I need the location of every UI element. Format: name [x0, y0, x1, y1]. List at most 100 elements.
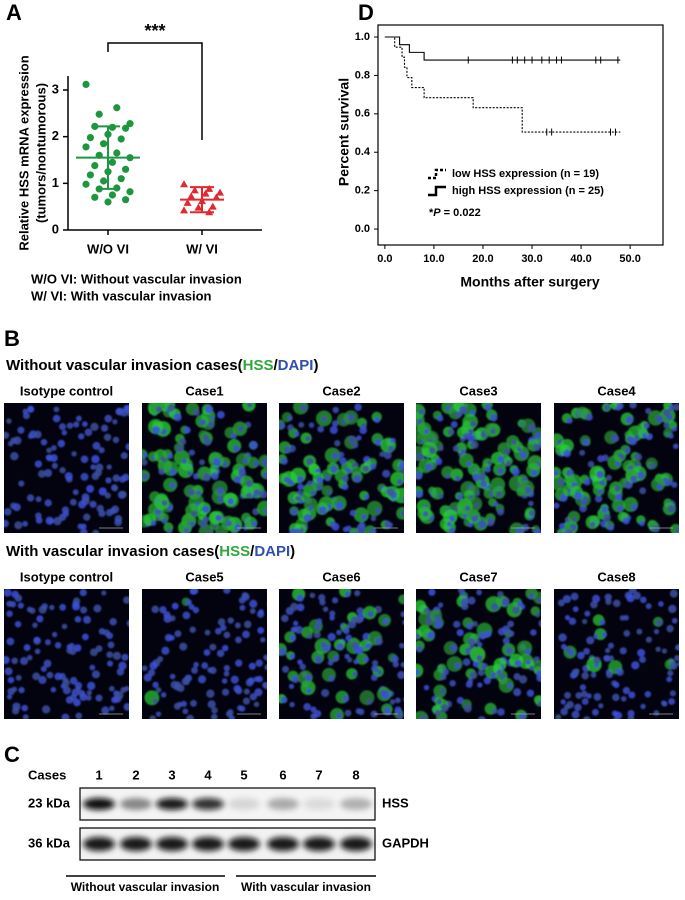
- point: [108, 158, 116, 166]
- nucleus: [612, 599, 621, 608]
- y-axis-label: Percent survival: [336, 78, 352, 186]
- nucleus: [66, 422, 74, 429]
- nucleus: [98, 628, 106, 635]
- nucleus: [44, 499, 52, 507]
- nucleus: [470, 440, 479, 449]
- nucleus: [186, 471, 193, 477]
- nucleus: [112, 474, 121, 482]
- point: [183, 198, 192, 206]
- nucleus: [626, 435, 633, 442]
- nucleus: [223, 631, 231, 639]
- nucleus: [288, 683, 295, 690]
- nucleus: [390, 437, 396, 444]
- nucleus: [280, 696, 288, 704]
- nucleus: [257, 626, 265, 634]
- nucleus: [190, 510, 197, 518]
- nucleus: [563, 449, 572, 458]
- nucleus: [163, 611, 171, 619]
- nucleus: [581, 698, 589, 705]
- nucleus: [46, 447, 52, 454]
- nucleus: [436, 699, 443, 705]
- nucleus: [445, 473, 451, 479]
- panel-label: C: [4, 742, 20, 767]
- nucleus: [554, 470, 559, 477]
- nucleus: [505, 460, 512, 467]
- x-axis-label: Months after surgery: [460, 274, 599, 290]
- nucleus: [580, 690, 588, 698]
- nucleus: [674, 654, 679, 662]
- nucleus: [59, 603, 67, 611]
- nucleus: [422, 510, 429, 517]
- nucleus: [476, 589, 482, 596]
- nucleus: [253, 701, 260, 708]
- nucleus: [190, 699, 197, 707]
- nucleus: [616, 505, 624, 513]
- nucleus: [567, 531, 574, 533]
- nucleus: [626, 594, 635, 603]
- nucleus: [185, 599, 192, 606]
- nucleus: [310, 490, 317, 497]
- nucleus: [89, 648, 98, 657]
- nucleus: [471, 515, 479, 523]
- nucleus: [296, 475, 304, 483]
- nucleus: [571, 710, 580, 719]
- nucleus: [191, 666, 199, 674]
- nucleus: [232, 444, 240, 453]
- nucleus: [466, 622, 474, 630]
- nucleus: [558, 633, 567, 642]
- nucleus: [434, 709, 442, 717]
- nucleus: [4, 519, 9, 528]
- lane-label: 1: [95, 767, 102, 782]
- nucleus: [22, 714, 29, 719]
- nucleus: [279, 421, 286, 430]
- nucleus: [653, 710, 660, 716]
- nucleus: [631, 661, 640, 670]
- nucleus: [601, 505, 609, 514]
- y-axis-label: Relative HSS mRNA expression: [16, 55, 31, 250]
- nucleus: [23, 644, 31, 652]
- nucleus: [303, 703, 311, 711]
- nucleus: [101, 590, 107, 596]
- nucleus: [615, 668, 622, 675]
- nucleus: [439, 688, 446, 695]
- nucleus: [293, 620, 299, 626]
- nucleus: [216, 649, 225, 658]
- nucleus: [109, 618, 117, 626]
- nucleus: [524, 486, 533, 494]
- micrograph: [416, 403, 541, 533]
- nucleus: [156, 406, 162, 413]
- nucleus: [615, 461, 621, 467]
- point: [113, 149, 121, 157]
- nucleus: [161, 518, 168, 525]
- nucleus: [423, 684, 430, 691]
- nucleus: [597, 488, 604, 495]
- nucleus: [174, 681, 182, 688]
- nucleus: [669, 589, 678, 598]
- nucleus: [310, 712, 318, 719]
- nucleus: [593, 633, 599, 639]
- nucleus: [598, 703, 604, 709]
- nucleus: [66, 644, 72, 650]
- y-tick-label: 0: [52, 221, 59, 236]
- nucleus: [625, 415, 634, 424]
- point: [91, 162, 99, 170]
- nucleus: [52, 414, 61, 423]
- note: W/ VI: With vascular invasion: [31, 288, 212, 303]
- nucleus: [41, 603, 48, 610]
- nucleus: [508, 630, 515, 637]
- nucleus: [75, 415, 82, 422]
- nucleus: [228, 715, 235, 719]
- nucleus: [525, 648, 532, 656]
- nucleus: [239, 705, 246, 712]
- nucleus: [658, 601, 664, 607]
- hss-signal: [173, 449, 190, 466]
- band-size: 23 kDa: [28, 795, 71, 810]
- nucleus: [115, 691, 124, 700]
- nucleus: [363, 494, 370, 500]
- nucleus: [71, 451, 77, 457]
- lane-label: 2: [132, 767, 139, 782]
- nucleus: [266, 658, 267, 662]
- nucleus: [299, 663, 306, 670]
- nucleus: [575, 692, 583, 699]
- nucleus: [320, 641, 327, 648]
